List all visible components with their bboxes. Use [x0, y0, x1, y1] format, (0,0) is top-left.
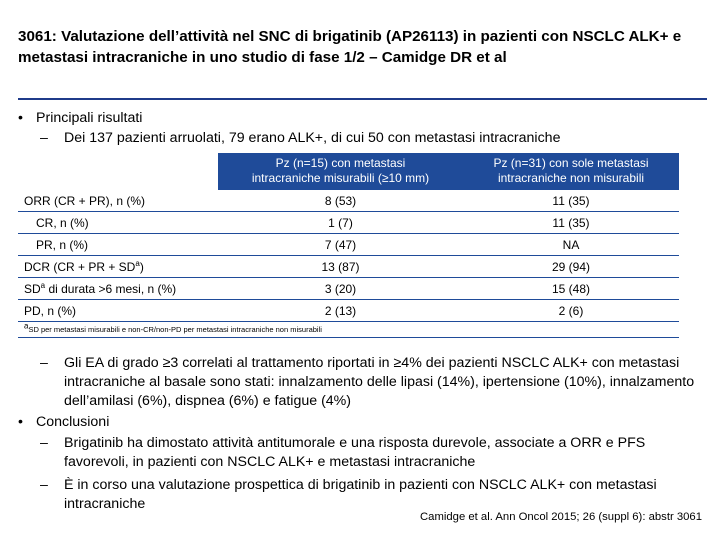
cell-non-measurable: 2 (6) — [558, 304, 584, 318]
footnote-marker: a — [135, 259, 140, 268]
cell-non-measurable: 11 (35) — [552, 216, 590, 230]
row-label: SDa di durata >6 mesi, n (%) — [24, 278, 176, 300]
dash-marker: – — [40, 435, 48, 451]
header-non-measurable-line1: Pz (n=31) con sole metastasi — [493, 156, 649, 170]
cell-non-measurable: 11 (35) — [552, 194, 590, 208]
title-divider — [18, 98, 707, 100]
cell-measurable: 7 (47) — [324, 238, 357, 252]
citation: Camidge et al. Ann Oncol 2015; 26 (suppl… — [420, 511, 702, 523]
footnote-marker: a — [40, 281, 46, 290]
table-row: DCR (CR + PR + SDa) 13 (87) 29 (94) — [18, 255, 679, 278]
table-header: Pz (n=15) con metastasi intracraniche mi… — [218, 153, 679, 190]
table-row: SDa di durata >6 mesi, n (%) 3 (20) 15 (… — [18, 277, 679, 300]
table-row: PD, n (%) 2 (13) 2 (6) — [18, 299, 679, 322]
results-heading: Principali risultati — [36, 110, 143, 126]
table-divider — [18, 321, 679, 322]
bullet-marker: • — [18, 110, 23, 126]
header-non-measurable: Pz (n=31) con sole metastasi intracranic… — [463, 156, 679, 186]
dash-marker: – — [40, 130, 48, 146]
cell-measurable: 13 (87) — [321, 260, 360, 274]
slide-title: 3061: Valutazione dell’attività nel SNC … — [18, 28, 682, 66]
row-label: PD, n (%) — [24, 304, 77, 318]
cell-measurable: 3 (20) — [324, 282, 357, 296]
cell-non-measurable: NA — [562, 238, 580, 252]
table-bottom-border — [18, 337, 679, 338]
adverse-events-item: – Gli EA di grado ≥3 correlati al tratta… — [40, 354, 705, 411]
header-measurable-line1: Pz (n=15) con metastasi — [275, 156, 406, 170]
row-label: ORR (CR + PR), n (%) — [24, 194, 146, 208]
conclusion-text: Brigatinib ha dimostato attività antitum… — [64, 435, 646, 470]
bullet-marker: • — [18, 414, 23, 430]
conclusions-bullet: • Conclusioni — [18, 413, 109, 432]
footnote-text: SD per metastasi misurabili e non-CR/non… — [28, 325, 322, 334]
table-footnote: aSD per metastasi misurabili e non-CR/no… — [24, 321, 322, 335]
adverse-events-text: Gli EA di grado ≥3 correlati al trattame… — [64, 355, 695, 409]
row-label-text: ) — [139, 260, 144, 274]
dash-marker: – — [40, 355, 48, 371]
cell-measurable: 2 (13) — [324, 304, 357, 318]
cell-measurable: 8 (53) — [324, 194, 357, 208]
cell-measurable: 1 (7) — [328, 216, 353, 230]
row-label: PR, n (%) — [36, 238, 89, 252]
cell-non-measurable: 29 (94) — [551, 260, 591, 274]
conclusion-item: – È in corso una valutazione prospettica… — [40, 476, 705, 514]
table-row: PR, n (%) 7 (47) NA — [18, 233, 679, 256]
row-label: DCR (CR + PR + SDa) — [24, 256, 144, 278]
table-row: CR, n (%) 1 (7) 11 (35) — [18, 211, 679, 234]
results-bullet: • Principali risultati — [18, 109, 142, 128]
header-measurable-line2: intracraniche misurabili (≥10 mm) — [251, 171, 430, 185]
results-intro: Dei 137 pazienti arruolati, 79 erano ALK… — [64, 130, 561, 146]
dash-marker: – — [40, 477, 48, 493]
row-label-text: SD — [24, 282, 41, 296]
conclusion-item: – Brigatinib ha dimostato attività antit… — [40, 434, 705, 472]
table-row: ORR (CR + PR), n (%) 8 (53) 11 (35) — [18, 190, 679, 212]
row-label-text: di durata >6 mesi, n (%) — [45, 282, 177, 296]
conclusions-heading: Conclusioni — [36, 414, 110, 430]
conclusion-text: È in corso una valutazione prospettica d… — [64, 477, 657, 512]
footnote-marker: a — [24, 321, 29, 331]
results-intro-item: – Dei 137 pazienti arruolati, 79 erano A… — [40, 129, 700, 148]
header-non-measurable-line2: intracraniche non misurabili — [497, 171, 645, 185]
row-label: CR, n (%) — [36, 216, 89, 230]
header-measurable: Pz (n=15) con metastasi intracraniche mi… — [218, 156, 463, 186]
row-label-text: DCR (CR + PR + SD — [24, 260, 136, 274]
cell-non-measurable: 15 (48) — [551, 282, 591, 296]
